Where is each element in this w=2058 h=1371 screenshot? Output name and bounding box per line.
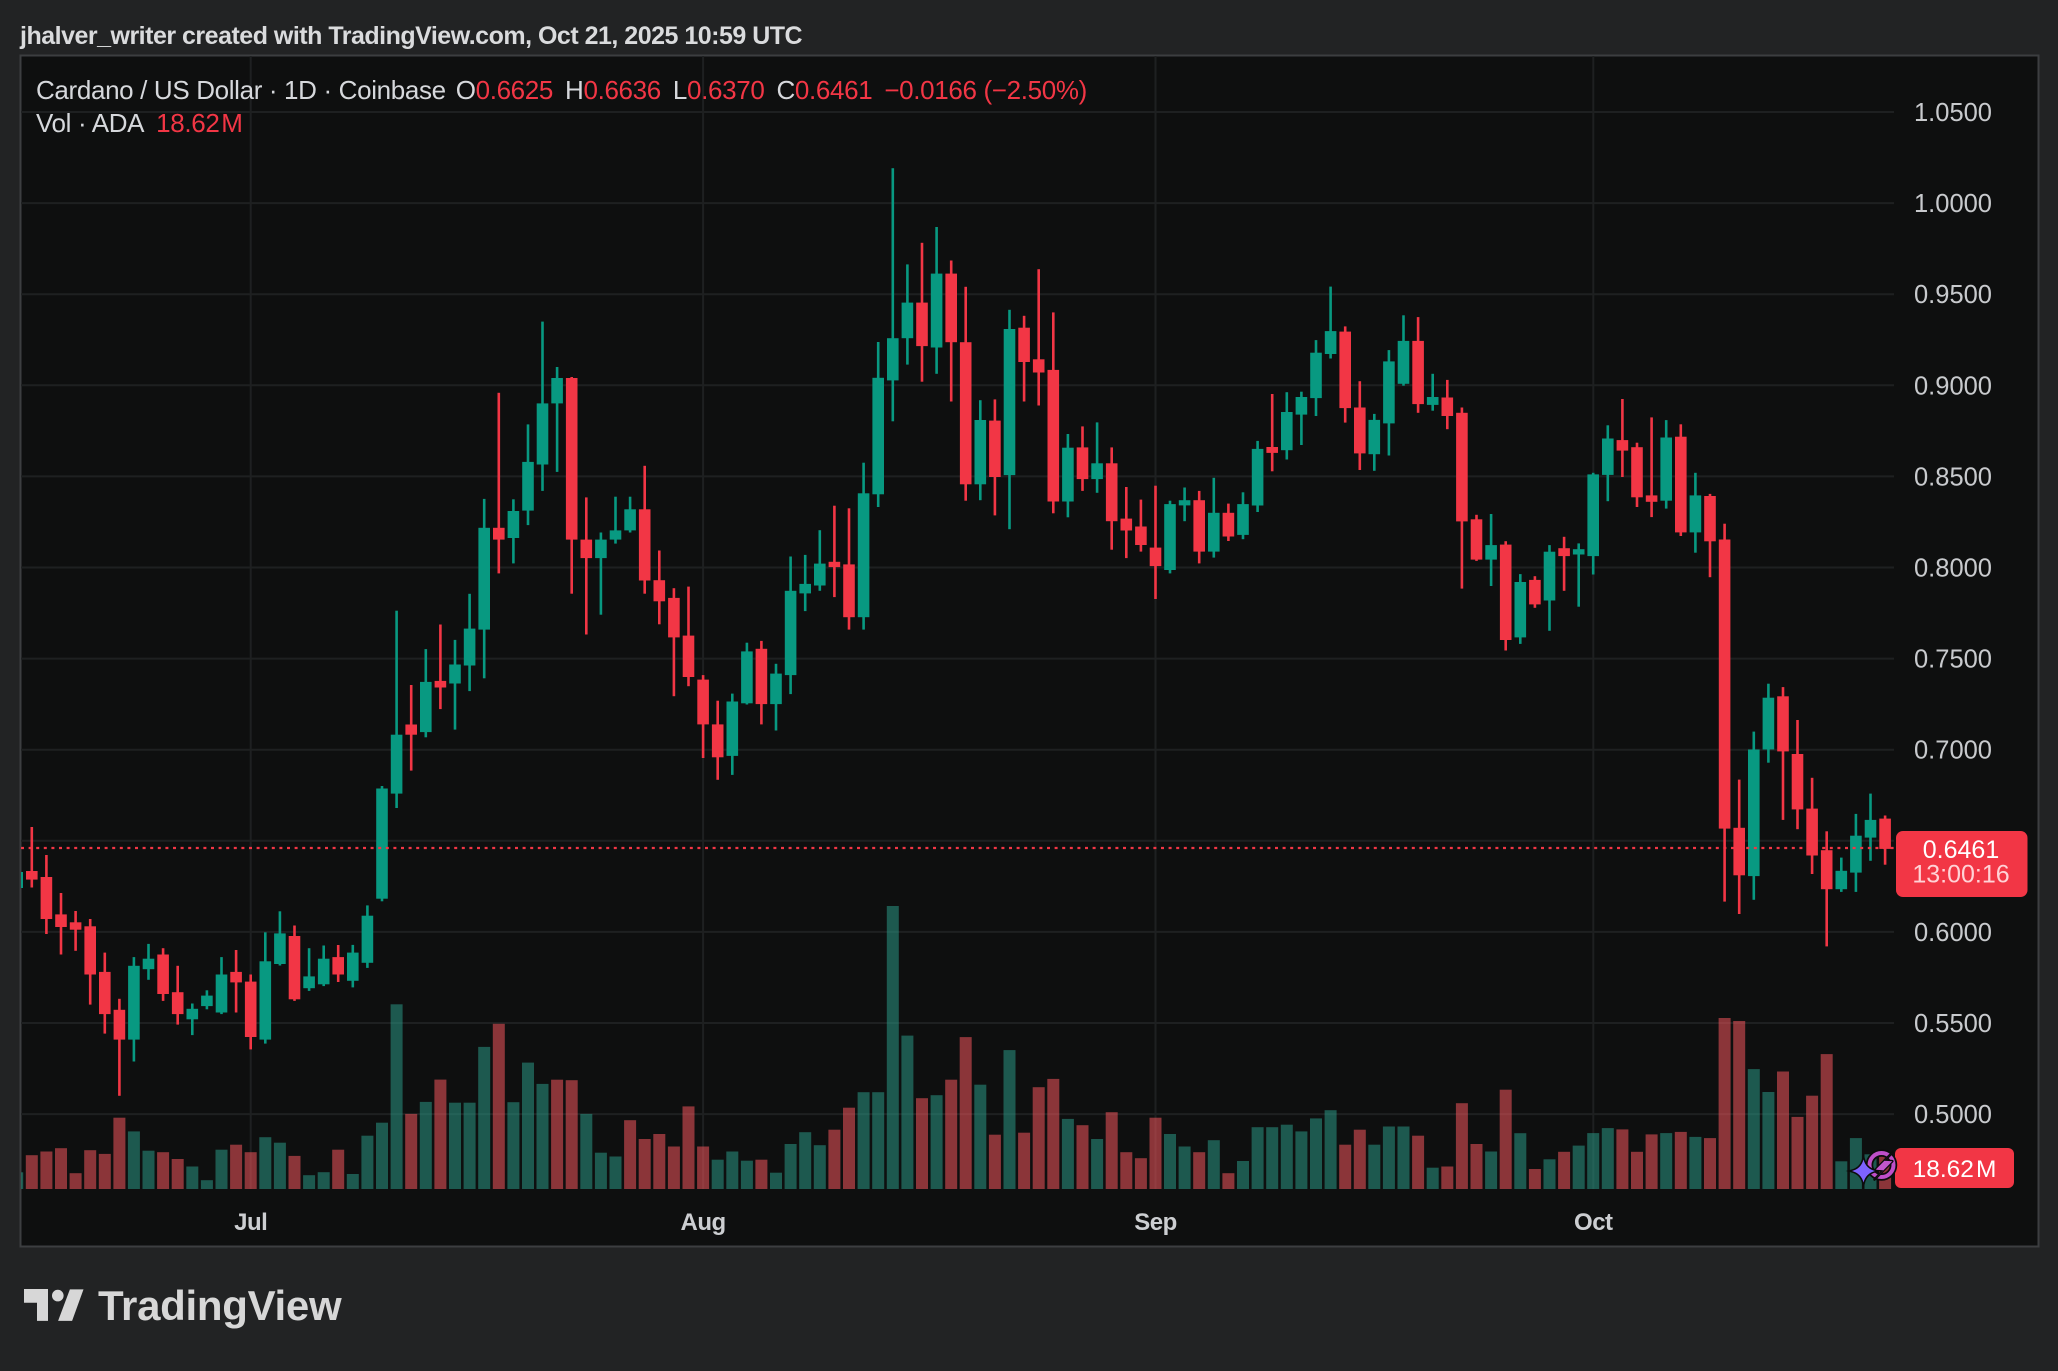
- svg-text:18.62 M: 18.62 M: [1913, 1156, 1997, 1183]
- svg-text:13:00:16: 13:00:16: [1912, 861, 2009, 889]
- svg-text:1.0000: 1.0000: [1914, 190, 1992, 218]
- svg-text:jhalver_writer created with Tr: jhalver_writer created with TradingView.…: [19, 22, 803, 50]
- svg-text:Aug: Aug: [681, 1209, 726, 1236]
- svg-text:Jul: Jul: [234, 1209, 267, 1236]
- svg-text:0.9500: 0.9500: [1914, 281, 1992, 309]
- svg-text:0.5500: 0.5500: [1914, 1010, 1992, 1038]
- svg-text:Cardano / US Dollar · 1D · Coi: Cardano / US Dollar · 1D · Coinbase O0.66…: [36, 75, 1087, 105]
- svg-text:1.0500: 1.0500: [1914, 99, 1992, 127]
- svg-text:Oct: Oct: [1574, 1209, 1613, 1236]
- svg-text:0.7500: 0.7500: [1914, 646, 1992, 674]
- svg-text:TradingView: TradingView: [98, 1282, 342, 1329]
- svg-text:0.6000: 0.6000: [1914, 919, 1992, 947]
- svg-text:0.8000: 0.8000: [1914, 555, 1992, 583]
- svg-text:0.5000: 0.5000: [1914, 1101, 1992, 1129]
- svg-text:0.9000: 0.9000: [1914, 372, 1992, 400]
- svg-text:0.8500: 0.8500: [1914, 463, 1992, 491]
- svg-text:Sep: Sep: [1134, 1209, 1177, 1236]
- svg-text:0.6461: 0.6461: [1923, 836, 1999, 864]
- svg-text:0.7000: 0.7000: [1914, 737, 1992, 765]
